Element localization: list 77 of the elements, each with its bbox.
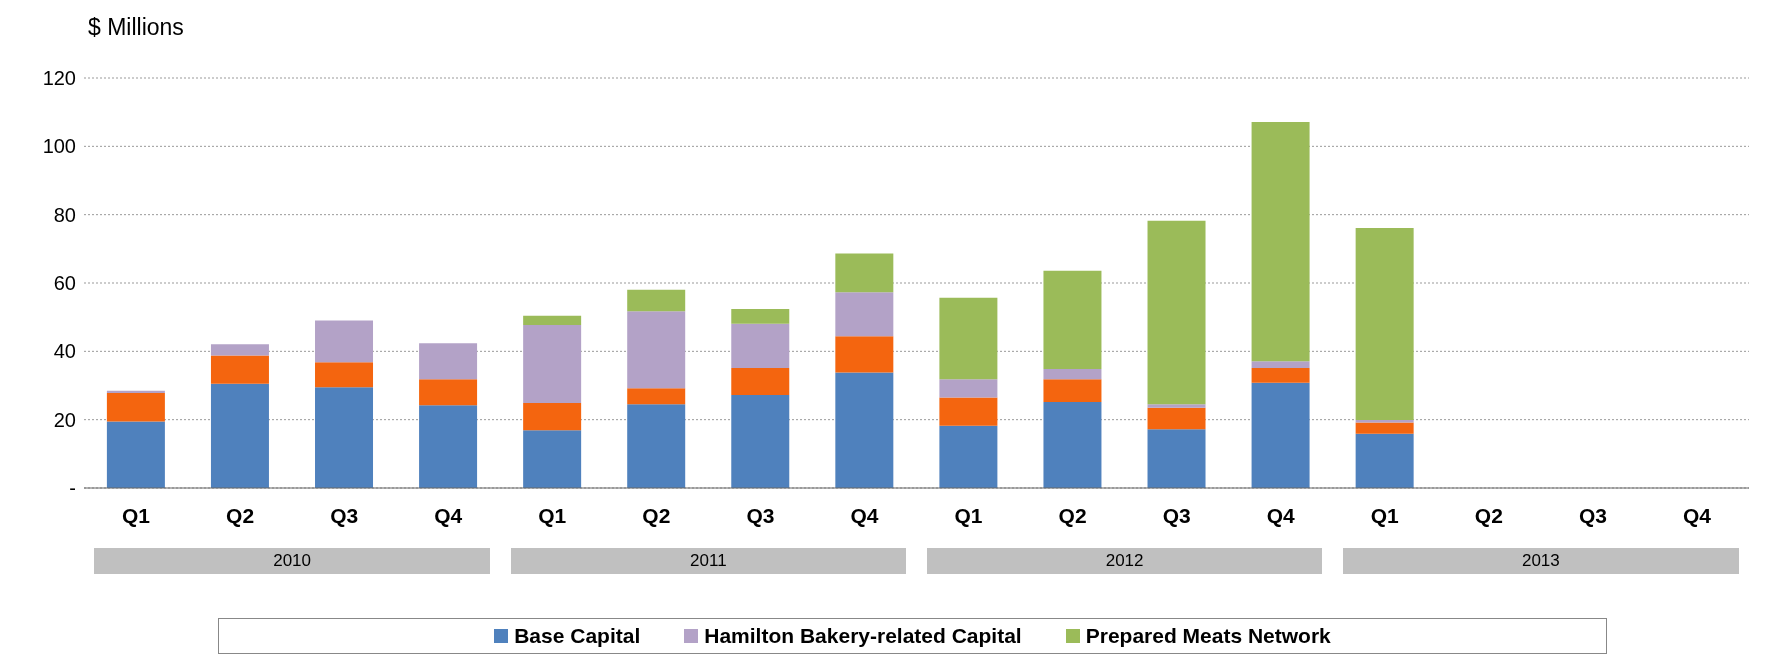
bar [731,323,790,369]
text: 2010 [94,548,490,574]
bar [1043,369,1102,380]
bar [1147,220,1206,405]
y-tick-label: 60 [53,272,76,295]
bar [1043,379,1102,402]
x-tick-label: Q1 [538,503,567,527]
bar [939,425,998,488]
x-tick-label: Q3 [746,503,775,527]
bar [627,289,686,312]
bar [1147,429,1206,488]
text: 2011 [510,548,907,574]
bar [1147,407,1206,430]
bar [523,325,582,403]
bar [1043,401,1102,488]
x-tick-label: Q2 [642,503,671,527]
bar [1147,404,1206,408]
bar [523,315,582,326]
y-tick-label: 80 [53,203,76,226]
bar [419,343,478,380]
text: 2013 [1343,548,1739,574]
bar [731,368,790,396]
bar [315,387,374,488]
bar [1251,368,1310,383]
x-tick-label: Q4 [1682,503,1712,527]
bar [835,253,894,293]
bar [1355,227,1414,421]
legend-label: Base Capital [513,624,641,648]
bar [835,336,894,373]
bar [627,388,686,405]
y-tick-label: 40 [53,340,76,363]
bar [315,362,374,388]
bar [1355,433,1414,488]
text: 2012 [926,548,1323,574]
bar [627,404,686,488]
bar [523,430,582,488]
x-tick-label: Q4 [850,503,879,527]
bar [106,393,165,422]
bar [835,292,894,337]
bar [210,344,269,356]
bar [210,383,269,488]
legend-label: Hamilton Bakery-related Capital [703,624,1022,648]
bar [939,379,998,398]
y-axis-title: $ Millions [88,14,184,41]
y-tick-label: - [69,477,76,500]
bar [731,395,790,488]
x-tick-label: Q2 [226,503,255,527]
bar [315,320,374,363]
bar [210,355,269,384]
x-tick-label: Q3 [1162,503,1191,527]
x-tick-label: Q3 [1578,503,1607,527]
x-tick-label: Q4 [434,503,463,527]
x-tick-label: Q4 [1266,503,1296,527]
bar [106,421,165,488]
y-tick-label: 100 [42,135,76,158]
bar [939,297,998,380]
bar [523,402,582,431]
bar [1251,361,1310,369]
bar [1251,382,1310,488]
bar [419,379,478,406]
x-tick-label: Q2 [1058,503,1087,527]
bar [835,372,894,488]
x-tick-label: Q1 [1370,503,1400,527]
x-tick-label: Q1 [122,503,151,527]
x-tick-label: Q1 [954,503,983,527]
x-tick-label: Q2 [1474,503,1503,527]
y-tick-label: 20 [53,408,76,431]
y-tick-label: 120 [42,67,76,90]
bar [627,311,686,389]
bar [731,308,790,324]
bar [1355,422,1414,434]
bar [939,397,998,426]
x-tick-label: Q3 [330,503,359,527]
legend-label: Prepared Meats Network [1084,624,1331,648]
bar [419,405,478,488]
bar [1043,270,1102,370]
bar [1251,122,1310,362]
